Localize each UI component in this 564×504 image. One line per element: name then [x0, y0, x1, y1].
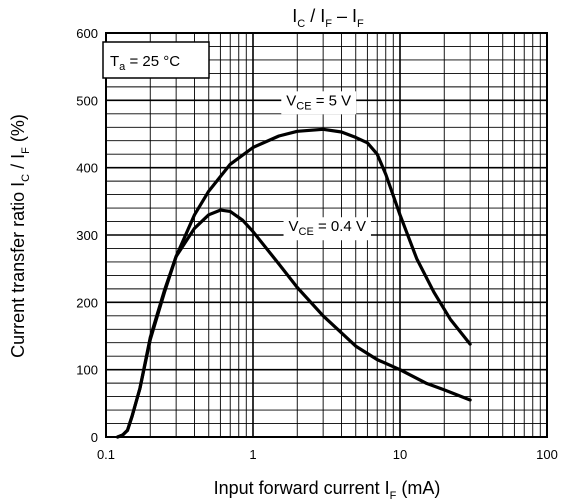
x-tick-label: 100	[536, 447, 558, 462]
series-label-2: VCE = 0.4 V	[283, 217, 371, 241]
y-tick-label: 0	[91, 430, 98, 445]
tick-labels: 0.1 1 10 100 0 100 200 300 400 500 600	[76, 26, 558, 462]
y-tick-label: 100	[76, 363, 98, 378]
series-line-2	[116, 208, 472, 439]
series-label-post: = 5 V	[312, 92, 352, 109]
ambient-temperature-label: Ta = 25 °C	[110, 53, 180, 73]
series-label-sub: CE	[299, 226, 314, 238]
x-tick-label: 10	[393, 447, 407, 462]
x-axis-title: Input forward current IF (mA)	[214, 478, 441, 502]
series-label-text: VCE = 5 V	[286, 92, 351, 112]
series-label-bg	[283, 217, 371, 241]
series-label-1: VCE = 5 V	[281, 91, 357, 115]
series-label-pre: V	[286, 92, 296, 109]
y-tick-label: 200	[76, 295, 98, 310]
y-tick-label: 500	[76, 93, 98, 108]
x-tick-label: 1	[249, 447, 256, 462]
ambient-temperature-frame	[102, 41, 210, 79]
y-tick-label: 400	[76, 161, 98, 176]
ambient-temperature-box: Ta = 25 °C	[102, 41, 210, 79]
y-tick-label: 600	[76, 26, 98, 41]
y-axis-title: Current transfer ratio IC / IF (%)	[8, 114, 32, 358]
series-label-sub: CE	[296, 100, 311, 112]
series-label-pre: V	[289, 218, 299, 235]
x-tick-label: 0.1	[97, 447, 115, 462]
series-label-post: = 0.4 V	[314, 218, 366, 235]
series-label-bg	[281, 91, 357, 115]
series-lines	[116, 127, 472, 439]
y-tick-label: 300	[76, 228, 98, 243]
plot-frame	[105, 32, 548, 438]
chart-title: IC / IF – IF	[292, 6, 364, 30]
series-label-text: VCE = 0.4 V	[289, 218, 366, 238]
